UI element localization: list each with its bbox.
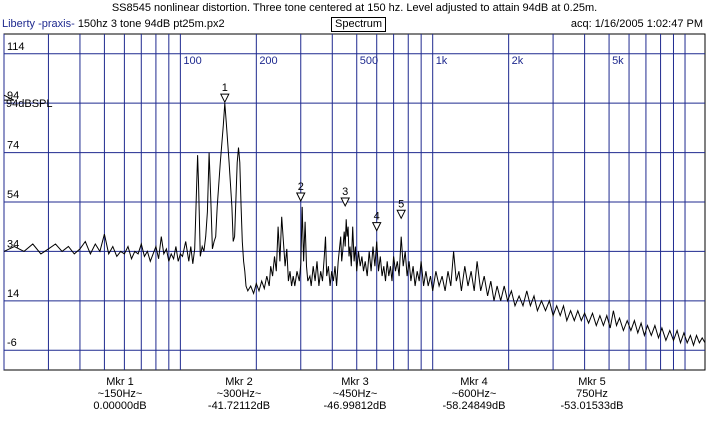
marker-triangle [396, 209, 406, 220]
marker-readout-5: Mkr 5 750Hz -53.01533dB [537, 376, 647, 412]
marker-value: -41.72112dB [207, 400, 271, 412]
y-tick-label: 94 [7, 90, 19, 102]
marker-number: 3 [342, 186, 348, 198]
x-tick-label: 500 [360, 55, 378, 67]
marker-readouts: Mkr 1 ~150Hz~ 0.00000dB Mkr 2 ~300Hz~ -4… [0, 376, 709, 422]
x-tick-label: 1k [436, 55, 448, 67]
acquisition-time: acq: 1/16/2005 1:02:47 PM [570, 18, 703, 30]
marker-freq: ~450Hz~ [332, 388, 378, 400]
marker-name: Mkr 1 [106, 376, 134, 388]
marker-name: Mkr 5 [578, 376, 606, 388]
marker-readout-4: Mkr 4 ~600Hz~ -58.24849dB [419, 376, 529, 412]
app-name: Liberty -praxis- [2, 18, 75, 30]
marker-value: -46.99812dB [323, 400, 387, 412]
y-tick-label: 74 [7, 140, 19, 152]
x-tick-label: 2k [512, 55, 524, 67]
view-button[interactable]: Spectrum [331, 17, 387, 32]
marker-triangle [219, 93, 230, 104]
y-tick-label: 54 [7, 189, 19, 201]
reference-arrow [3, 94, 15, 101]
spectrum-trace [3, 103, 706, 347]
reference-level-label: 94dBSPL [6, 98, 52, 110]
x-tick-label: 100 [183, 55, 201, 67]
marker-number: 5 [398, 198, 404, 210]
x-tick-label: 5k [612, 55, 624, 67]
file-name: 150hz 3 tone 94dB pt25m.px2 [77, 18, 225, 30]
marker-triangle [371, 222, 382, 232]
x-tick-label: 200 [259, 55, 277, 67]
marker-freq: ~600Hz~ [451, 388, 497, 400]
marker-triangle [340, 197, 350, 208]
marker-readout-3: Mkr 3 ~450Hz~ -46.99812dB [300, 376, 410, 412]
marker-number: 1 [222, 82, 228, 94]
marker-name: Mkr 2 [225, 376, 253, 388]
marker-number: 2 [298, 181, 304, 193]
marker-value: 0.00000dB [93, 400, 147, 412]
marker-triangle [295, 192, 306, 203]
marker-name: Mkr 3 [341, 376, 369, 388]
marker-freq: 750Hz [576, 388, 608, 400]
header-left: Liberty -praxis- 150hz 3 tone 94dB pt25m… [2, 18, 225, 30]
marker-freq: ~300Hz~ [216, 388, 262, 400]
marker-readout-2: Mkr 2 ~300Hz~ -41.72112dB [184, 376, 294, 412]
marker-value: -58.24849dB [442, 400, 506, 412]
marker-number: 4 [374, 211, 380, 223]
y-tick-label: -6 [7, 337, 17, 349]
marker-name: Mkr 4 [460, 376, 488, 388]
chart-title: SS8545 nonlinear distortion. Three tone … [111, 2, 598, 14]
y-tick-label: 14 [7, 288, 19, 300]
marker-readout-1: Mkr 1 ~150Hz~ 0.00000dB [65, 376, 175, 412]
marker-value: -53.01533dB [560, 400, 624, 412]
marker-freq: ~150Hz~ [97, 388, 143, 400]
y-tick-label: 114 [7, 41, 25, 53]
